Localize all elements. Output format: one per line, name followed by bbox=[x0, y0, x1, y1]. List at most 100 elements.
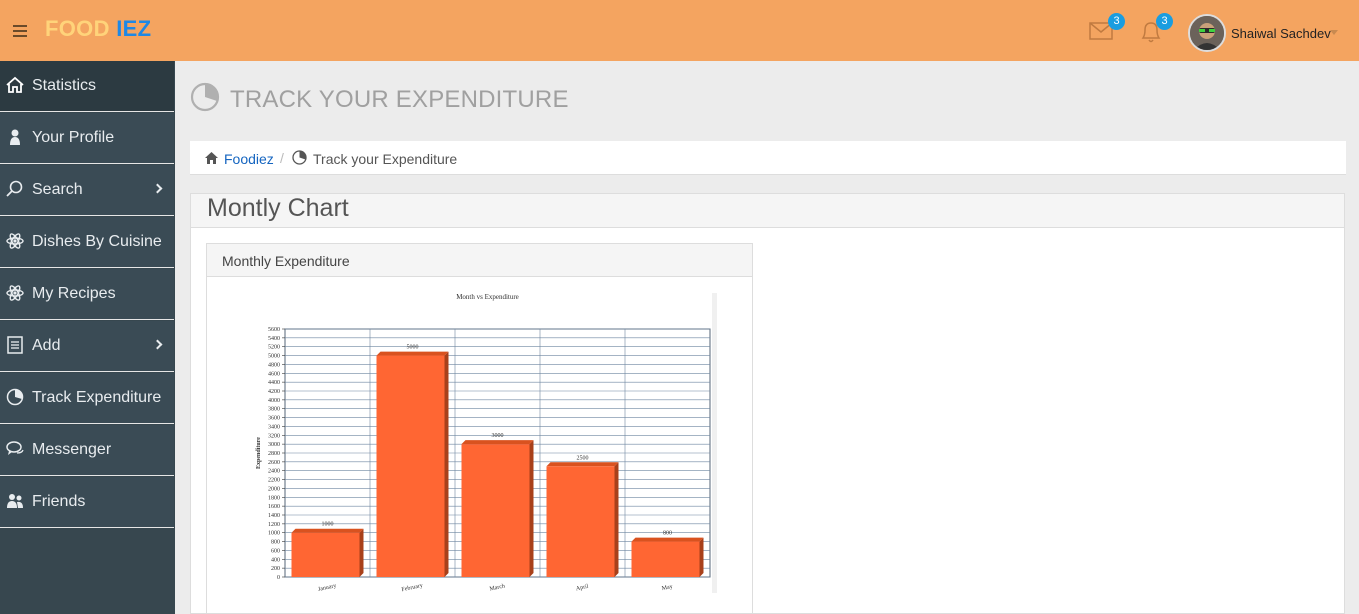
card-title: Monthly Expenditure bbox=[222, 253, 350, 269]
bar-side bbox=[614, 462, 619, 577]
y-tick-label: 400 bbox=[271, 557, 280, 563]
y-tick-label: 3600 bbox=[268, 416, 280, 422]
sidebar: Statistics Your Profile Search Dishes By… bbox=[0, 61, 175, 614]
y-axis-label: Expenditure bbox=[256, 437, 262, 469]
atom-icon bbox=[6, 285, 24, 301]
list-icon bbox=[7, 336, 23, 354]
sidebar-item-your-profile[interactable]: Your Profile bbox=[0, 113, 174, 164]
sidebar-item-label: Track Expenditure bbox=[32, 389, 162, 406]
user-menu-caret-icon[interactable] bbox=[1330, 30, 1338, 35]
card-header: Monthly Expenditure bbox=[207, 244, 752, 277]
y-tick-label: 3200 bbox=[268, 433, 280, 439]
pie-chart-icon bbox=[292, 150, 307, 165]
y-tick-label: 800 bbox=[271, 540, 280, 546]
avatar-image bbox=[1190, 16, 1224, 50]
bar-side bbox=[529, 440, 534, 577]
y-tick-label: 1800 bbox=[268, 495, 280, 501]
mail-count-badge: 3 bbox=[1108, 13, 1125, 30]
bar bbox=[461, 444, 530, 577]
x-tick-label: January bbox=[318, 583, 338, 593]
y-tick-label: 2800 bbox=[268, 451, 280, 457]
home-icon bbox=[6, 76, 24, 93]
menu-toggle-icon[interactable] bbox=[13, 25, 27, 37]
bar-value-label: 800 bbox=[663, 531, 672, 537]
bar bbox=[376, 355, 445, 577]
y-tick-label: 5200 bbox=[268, 345, 280, 351]
bar bbox=[546, 466, 615, 577]
breadcrumb-home-link[interactable]: Foodiez bbox=[224, 151, 274, 167]
y-tick-label: 0 bbox=[277, 575, 280, 581]
y-tick-label: 4600 bbox=[268, 371, 280, 377]
page-title: TRACK YOUR EXPENDITURE bbox=[230, 86, 569, 113]
sidebar-item-label: Messenger bbox=[32, 441, 112, 458]
y-tick-label: 2400 bbox=[268, 469, 280, 475]
y-tick-label: 5600 bbox=[268, 327, 280, 333]
atom-icon bbox=[6, 233, 24, 249]
sidebar-item-label: Add bbox=[32, 337, 61, 354]
sidebar-item-label: Search bbox=[32, 181, 83, 198]
y-tick-label: 4200 bbox=[268, 389, 280, 395]
y-tick-label: 600 bbox=[271, 548, 280, 554]
y-tick-label: 1200 bbox=[268, 522, 280, 528]
bar-value-label: 5000 bbox=[407, 345, 419, 351]
top-bar: FOOD IEZ 3 3 Shaiwal Sachdev bbox=[0, 0, 1359, 61]
y-tick-label: 5400 bbox=[268, 336, 280, 342]
sidebar-item-label: My Recipes bbox=[32, 285, 116, 302]
y-tick-label: 1000 bbox=[268, 531, 280, 537]
y-tick-label: 2200 bbox=[268, 478, 280, 484]
bar-top bbox=[546, 462, 619, 467]
bar-top bbox=[631, 537, 704, 542]
pie-chart-icon bbox=[6, 388, 24, 406]
x-tick-label: February bbox=[401, 583, 423, 593]
expenditure-bar-chart: Month vs Expenditure 0 200 400 600 800 1000 120… bbox=[256, 293, 711, 593]
user-avatar[interactable] bbox=[1188, 14, 1226, 52]
y-tick-label: 3000 bbox=[268, 442, 280, 448]
y-tick-label: 3400 bbox=[268, 424, 280, 430]
brand-part-2: IEZ bbox=[116, 16, 152, 41]
bar-value-label: 3000 bbox=[492, 433, 504, 439]
breadcrumb: Foodiez / Track your Expenditure bbox=[190, 141, 1346, 175]
sidebar-item-dishes-by-cuisine[interactable]: Dishes By Cuisine bbox=[0, 217, 174, 268]
sidebar-item-messenger[interactable]: Messenger bbox=[0, 425, 174, 476]
chevron-right-icon bbox=[152, 183, 163, 194]
sidebar-item-label: Friends bbox=[32, 493, 86, 510]
chart-scroll-edge bbox=[712, 293, 717, 593]
y-tick-label: 1600 bbox=[268, 504, 280, 510]
chevron-right-icon bbox=[152, 339, 163, 350]
brand-logo[interactable]: FOOD IEZ bbox=[45, 16, 151, 42]
sidebar-item-label: Statistics bbox=[32, 77, 97, 94]
x-tick-label: May bbox=[661, 584, 673, 592]
bar-top bbox=[291, 528, 364, 533]
panel-header: Montly Chart bbox=[191, 194, 1344, 228]
sidebar-item-track-expenditure[interactable]: Track Expenditure bbox=[0, 373, 174, 424]
bar-side bbox=[444, 351, 449, 577]
y-tick-label: 4400 bbox=[268, 380, 280, 386]
chat-icon bbox=[6, 441, 24, 455]
bar-value-label: 2500 bbox=[577, 455, 589, 461]
x-tick-label: April bbox=[575, 584, 589, 593]
bar-top bbox=[376, 351, 449, 356]
sidebar-item-search[interactable]: Search bbox=[0, 165, 174, 216]
sidebar-item-add[interactable]: Add bbox=[0, 321, 174, 372]
user-icon bbox=[10, 129, 20, 145]
y-tick-label: 5000 bbox=[268, 354, 280, 360]
bar-top bbox=[461, 440, 534, 445]
user-name[interactable]: Shaiwal Sachdev bbox=[1231, 26, 1331, 41]
search-icon bbox=[6, 180, 23, 197]
home-icon bbox=[205, 152, 218, 164]
bar bbox=[291, 532, 360, 577]
sidebar-item-friends[interactable]: Friends bbox=[0, 477, 174, 528]
y-tick-label: 1400 bbox=[268, 513, 280, 519]
bell-icon[interactable] bbox=[1139, 19, 1163, 45]
y-tick-label: 3800 bbox=[268, 407, 280, 413]
brand-part-1: FOOD bbox=[45, 16, 110, 41]
notification-count-badge: 3 bbox=[1156, 13, 1173, 30]
sidebar-item-statistics[interactable]: Statistics bbox=[0, 61, 174, 112]
users-icon bbox=[7, 494, 23, 508]
y-tick-label: 4800 bbox=[268, 362, 280, 368]
sidebar-item-my-recipes[interactable]: My Recipes bbox=[0, 269, 174, 320]
chart-title: Month vs Expenditure bbox=[456, 293, 519, 301]
pie-chart-icon bbox=[190, 82, 220, 112]
y-tick-label: 2000 bbox=[268, 486, 280, 492]
y-tick-label: 4000 bbox=[268, 398, 280, 404]
